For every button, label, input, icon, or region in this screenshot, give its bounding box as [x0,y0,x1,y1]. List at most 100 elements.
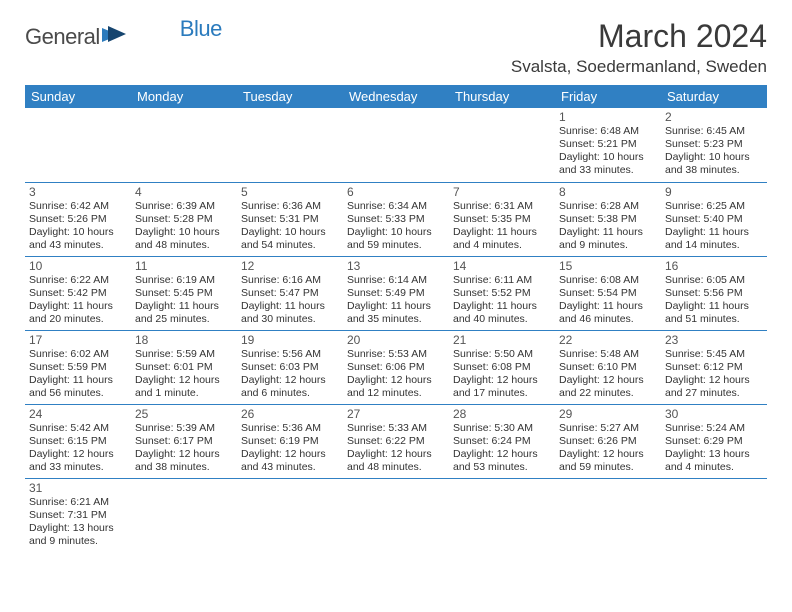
day-info: Sunrise: 5:33 AMSunset: 6:22 PMDaylight:… [347,422,445,475]
day-number: 23 [665,333,763,347]
day-info: Sunrise: 6:05 AMSunset: 5:56 PMDaylight:… [665,274,763,327]
calendar-week-row: 1Sunrise: 6:48 AMSunset: 5:21 PMDaylight… [25,108,767,182]
day-number: 5 [241,185,339,199]
day-info: Sunrise: 6:25 AMSunset: 5:40 PMDaylight:… [665,200,763,253]
calendar-empty-cell [237,478,343,552]
flag-icon [102,26,128,49]
weekday-header: Friday [555,85,661,108]
day-number: 16 [665,259,763,273]
day-info: Sunrise: 5:42 AMSunset: 6:15 PMDaylight:… [29,422,127,475]
calendar-day-cell: 15Sunrise: 6:08 AMSunset: 5:54 PMDayligh… [555,256,661,330]
weekday-header: Saturday [661,85,767,108]
calendar-day-cell: 16Sunrise: 6:05 AMSunset: 5:56 PMDayligh… [661,256,767,330]
brand-logo: General Blue [25,24,222,50]
calendar-day-cell: 14Sunrise: 6:11 AMSunset: 5:52 PMDayligh… [449,256,555,330]
calendar-day-cell: 27Sunrise: 5:33 AMSunset: 6:22 PMDayligh… [343,404,449,478]
calendar-day-cell: 1Sunrise: 6:48 AMSunset: 5:21 PMDaylight… [555,108,661,182]
calendar-empty-cell [343,478,449,552]
calendar-day-cell: 12Sunrise: 6:16 AMSunset: 5:47 PMDayligh… [237,256,343,330]
calendar-week-row: 17Sunrise: 6:02 AMSunset: 5:59 PMDayligh… [25,330,767,404]
calendar-day-cell: 23Sunrise: 5:45 AMSunset: 6:12 PMDayligh… [661,330,767,404]
calendar-empty-cell [343,108,449,182]
calendar-day-cell: 20Sunrise: 5:53 AMSunset: 6:06 PMDayligh… [343,330,449,404]
day-number: 11 [135,259,233,273]
brand-part1: General [25,24,100,50]
calendar-day-cell: 29Sunrise: 5:27 AMSunset: 6:26 PMDayligh… [555,404,661,478]
calendar-week-row: 3Sunrise: 6:42 AMSunset: 5:26 PMDaylight… [25,182,767,256]
weekday-header: Sunday [25,85,131,108]
day-number: 12 [241,259,339,273]
calendar-day-cell: 22Sunrise: 5:48 AMSunset: 6:10 PMDayligh… [555,330,661,404]
day-info: Sunrise: 6:28 AMSunset: 5:38 PMDaylight:… [559,200,657,253]
day-info: Sunrise: 6:21 AMSunset: 7:31 PMDaylight:… [29,496,127,549]
calendar-table: SundayMondayTuesdayWednesdayThursdayFrid… [25,85,767,552]
day-info: Sunrise: 6:36 AMSunset: 5:31 PMDaylight:… [241,200,339,253]
day-number: 22 [559,333,657,347]
calendar-day-cell: 9Sunrise: 6:25 AMSunset: 5:40 PMDaylight… [661,182,767,256]
calendar-day-cell: 6Sunrise: 6:34 AMSunset: 5:33 PMDaylight… [343,182,449,256]
calendar-header-row: SundayMondayTuesdayWednesdayThursdayFrid… [25,85,767,108]
calendar-empty-cell [25,108,131,182]
weekday-header: Tuesday [237,85,343,108]
day-info: Sunrise: 6:31 AMSunset: 5:35 PMDaylight:… [453,200,551,253]
day-number: 15 [559,259,657,273]
calendar-day-cell: 8Sunrise: 6:28 AMSunset: 5:38 PMDaylight… [555,182,661,256]
calendar-day-cell: 2Sunrise: 6:45 AMSunset: 5:23 PMDaylight… [661,108,767,182]
day-info: Sunrise: 6:42 AMSunset: 5:26 PMDaylight:… [29,200,127,253]
day-number: 2 [665,110,763,124]
calendar-day-cell: 4Sunrise: 6:39 AMSunset: 5:28 PMDaylight… [131,182,237,256]
day-info: Sunrise: 6:08 AMSunset: 5:54 PMDaylight:… [559,274,657,327]
calendar-day-cell: 26Sunrise: 5:36 AMSunset: 6:19 PMDayligh… [237,404,343,478]
calendar-day-cell: 19Sunrise: 5:56 AMSunset: 6:03 PMDayligh… [237,330,343,404]
calendar-day-cell: 5Sunrise: 6:36 AMSunset: 5:31 PMDaylight… [237,182,343,256]
day-info: Sunrise: 6:48 AMSunset: 5:21 PMDaylight:… [559,125,657,178]
day-number: 13 [347,259,445,273]
day-info: Sunrise: 6:34 AMSunset: 5:33 PMDaylight:… [347,200,445,253]
day-info: Sunrise: 5:56 AMSunset: 6:03 PMDaylight:… [241,348,339,401]
day-number: 7 [453,185,551,199]
day-number: 30 [665,407,763,421]
calendar-day-cell: 11Sunrise: 6:19 AMSunset: 5:45 PMDayligh… [131,256,237,330]
day-info: Sunrise: 6:02 AMSunset: 5:59 PMDaylight:… [29,348,127,401]
day-number: 19 [241,333,339,347]
day-info: Sunrise: 5:36 AMSunset: 6:19 PMDaylight:… [241,422,339,475]
location-label: Svalsta, Soedermanland, Sweden [511,57,767,77]
weekday-header: Wednesday [343,85,449,108]
day-info: Sunrise: 6:14 AMSunset: 5:49 PMDaylight:… [347,274,445,327]
calendar-day-cell: 10Sunrise: 6:22 AMSunset: 5:42 PMDayligh… [25,256,131,330]
day-info: Sunrise: 6:16 AMSunset: 5:47 PMDaylight:… [241,274,339,327]
calendar-day-cell: 17Sunrise: 6:02 AMSunset: 5:59 PMDayligh… [25,330,131,404]
day-number: 6 [347,185,445,199]
day-info: Sunrise: 5:45 AMSunset: 6:12 PMDaylight:… [665,348,763,401]
day-number: 27 [347,407,445,421]
page-title: March 2024 [511,18,767,55]
day-info: Sunrise: 6:19 AMSunset: 5:45 PMDaylight:… [135,274,233,327]
day-info: Sunrise: 5:59 AMSunset: 6:01 PMDaylight:… [135,348,233,401]
day-number: 25 [135,407,233,421]
day-number: 4 [135,185,233,199]
brand-part2: Blue [180,16,222,42]
day-number: 26 [241,407,339,421]
day-number: 9 [665,185,763,199]
calendar-day-cell: 31Sunrise: 6:21 AMSunset: 7:31 PMDayligh… [25,478,131,552]
calendar-week-row: 10Sunrise: 6:22 AMSunset: 5:42 PMDayligh… [25,256,767,330]
day-info: Sunrise: 5:53 AMSunset: 6:06 PMDaylight:… [347,348,445,401]
calendar-day-cell: 21Sunrise: 5:50 AMSunset: 6:08 PMDayligh… [449,330,555,404]
day-number: 20 [347,333,445,347]
calendar-empty-cell [555,478,661,552]
day-info: Sunrise: 6:11 AMSunset: 5:52 PMDaylight:… [453,274,551,327]
day-info: Sunrise: 5:50 AMSunset: 6:08 PMDaylight:… [453,348,551,401]
day-number: 29 [559,407,657,421]
day-number: 8 [559,185,657,199]
day-number: 24 [29,407,127,421]
calendar-day-cell: 24Sunrise: 5:42 AMSunset: 6:15 PMDayligh… [25,404,131,478]
calendar-day-cell: 3Sunrise: 6:42 AMSunset: 5:26 PMDaylight… [25,182,131,256]
calendar-empty-cell [237,108,343,182]
calendar-day-cell: 18Sunrise: 5:59 AMSunset: 6:01 PMDayligh… [131,330,237,404]
day-info: Sunrise: 5:27 AMSunset: 6:26 PMDaylight:… [559,422,657,475]
calendar-empty-cell [449,108,555,182]
day-number: 31 [29,481,127,495]
day-info: Sunrise: 6:22 AMSunset: 5:42 PMDaylight:… [29,274,127,327]
day-number: 3 [29,185,127,199]
day-info: Sunrise: 5:24 AMSunset: 6:29 PMDaylight:… [665,422,763,475]
